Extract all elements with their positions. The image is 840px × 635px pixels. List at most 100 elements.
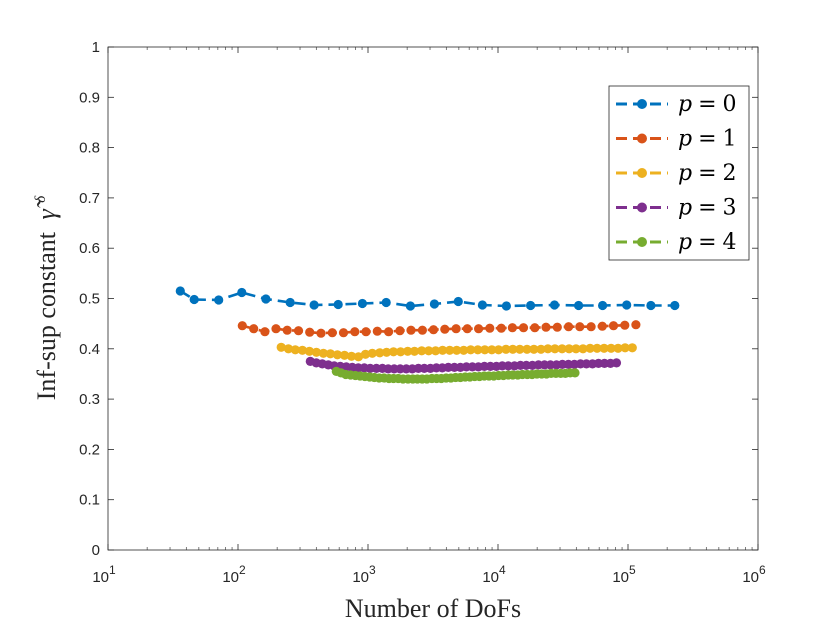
y-tick-label: 0.7	[79, 190, 100, 207]
x-tick-base: 10	[612, 569, 629, 586]
data-point	[518, 323, 529, 333]
data-point	[381, 297, 391, 308]
y-tick-label: 0	[92, 542, 100, 559]
legend-var: p	[678, 92, 692, 117]
data-point	[530, 323, 540, 333]
data-point	[522, 344, 532, 354]
legend-number: 3	[723, 196, 737, 221]
data-point	[214, 295, 224, 305]
legend-label: p = 4	[678, 230, 737, 255]
data-point	[452, 345, 462, 355]
data-point	[353, 352, 364, 362]
legend-var: p	[678, 127, 692, 152]
y-axis-label: Inf-sup constant γ̃ δ	[32, 195, 61, 401]
data-point	[564, 322, 574, 332]
x-tick-label: 101	[92, 563, 116, 586]
y-tick-label: 0.4	[79, 341, 100, 358]
x-tick-exponent: 2	[239, 563, 246, 577]
y-tick-label: 0.9	[79, 89, 100, 106]
x-tick-label: 106	[742, 563, 766, 586]
data-point	[451, 324, 461, 334]
x-tick-label: 104	[482, 563, 506, 586]
data-point	[367, 348, 377, 358]
x-tick-base: 10	[222, 569, 239, 586]
data-point	[395, 326, 405, 336]
legend-number: 4	[723, 230, 737, 255]
legend-entry-p4: p = 4	[616, 230, 737, 255]
data-point	[283, 344, 293, 354]
x-tick-label: 103	[352, 563, 376, 586]
y-tick-label: 0.2	[79, 441, 100, 458]
data-point	[557, 344, 567, 354]
data-point	[237, 287, 247, 298]
data-point	[459, 345, 469, 355]
data-point	[529, 344, 539, 354]
legend-marker	[637, 237, 647, 247]
legend-var: p	[678, 230, 692, 255]
series-p1	[237, 320, 641, 338]
data-point	[249, 324, 259, 334]
data-point	[417, 346, 427, 356]
data-point	[346, 351, 357, 361]
data-point	[564, 344, 574, 354]
y-tick-label: 0.1	[79, 492, 100, 509]
data-point	[357, 298, 367, 309]
data-point	[501, 344, 511, 354]
x-axis-label: Number of DoFs	[345, 594, 521, 623]
series-p0	[175, 286, 680, 311]
data-point	[285, 297, 295, 308]
legend-equals: =	[698, 161, 716, 186]
legend-box	[608, 85, 750, 261]
x-tick-base: 10	[352, 569, 369, 586]
y-axis-label-text: Inf-sup constant	[32, 231, 61, 400]
data-point	[575, 322, 585, 332]
legend-label: p = 1	[678, 127, 737, 152]
data-point	[585, 343, 595, 353]
data-point	[501, 301, 511, 311]
data-point	[428, 325, 439, 335]
x-tick-exponent: 1	[109, 563, 116, 577]
legend-equals: =	[698, 92, 716, 117]
data-point	[608, 321, 619, 331]
legend-var: p	[678, 161, 692, 186]
data-point	[507, 323, 517, 333]
legend-marker	[637, 202, 647, 213]
x-tick-exponent: 5	[629, 563, 636, 577]
y-axis-label-group: Inf-sup constant γ̃ δ	[32, 195, 61, 401]
data-point	[424, 346, 434, 356]
data-point	[474, 324, 484, 334]
data-point	[403, 346, 413, 356]
data-point	[631, 320, 641, 330]
data-point	[494, 345, 504, 355]
data-point	[304, 346, 314, 356]
data-point	[311, 347, 321, 357]
data-point	[396, 347, 406, 357]
data-point	[293, 326, 304, 336]
data-point	[305, 327, 315, 337]
data-point	[541, 322, 551, 332]
data-point	[473, 345, 483, 355]
data-point	[325, 349, 335, 359]
data-point	[466, 345, 476, 355]
data-point	[372, 326, 382, 336]
data-point	[384, 327, 394, 337]
data-point	[237, 321, 247, 331]
y-tick-label: 0.3	[79, 391, 100, 408]
data-point	[406, 325, 416, 335]
data-point	[290, 345, 300, 355]
x-tick-exponent: 3	[369, 563, 376, 577]
x-tick-label: 102	[222, 563, 246, 586]
data-point	[597, 321, 607, 331]
data-point	[338, 328, 349, 338]
data-point	[453, 296, 463, 307]
data-point	[496, 323, 506, 333]
data-point	[327, 328, 337, 338]
data-point	[261, 294, 271, 304]
x-tick-exponent: 4	[499, 563, 506, 577]
x-tick-base: 10	[482, 569, 499, 586]
series-layer	[175, 286, 680, 384]
data-point	[646, 300, 656, 311]
data-point	[487, 345, 497, 355]
data-point	[508, 344, 518, 354]
